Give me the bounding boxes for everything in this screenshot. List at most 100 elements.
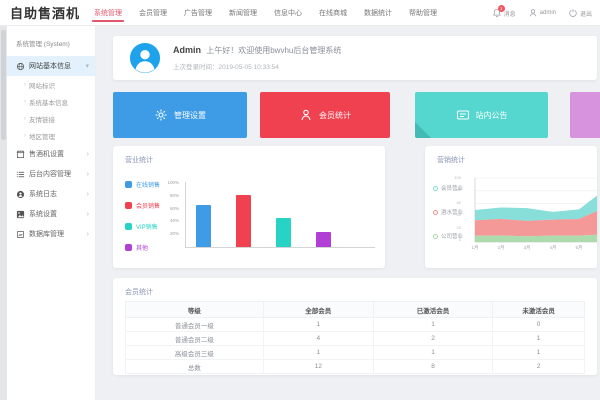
list-icon	[16, 171, 25, 177]
chevron-right-icon: ›	[86, 170, 89, 178]
legend-label: 酒水营业	[441, 210, 464, 216]
area-chart-y-axis: 100 80 60 40 20 0	[445, 175, 461, 242]
sales-bar-chart-panel: 营业统计 在线销售 会员销售 VIP销售 其他 100% 80% 60% 40%…	[113, 146, 385, 268]
legend-marker	[433, 209, 438, 215]
cell-inactive: 1	[492, 345, 585, 360]
bar-chart-legend: 在线销售 会员销售 VIP销售 其他	[125, 180, 160, 252]
quick-action-extra[interactable]	[570, 92, 600, 138]
legend-item[interactable]: VIP销售	[125, 222, 160, 231]
cell-activated: 1	[372, 317, 494, 332]
quick-action-announcement[interactable]: 站内公告	[415, 92, 548, 138]
sidebar-subitem-system-basic[interactable]: › 系统基本信息	[7, 93, 95, 110]
person-icon	[301, 109, 311, 121]
arrow-icon: ›	[24, 115, 26, 122]
legend-label: 公司营业	[441, 234, 464, 240]
legend-item[interactable]: 会员营业	[433, 184, 463, 192]
quick-action-member-stats[interactable]: 会员统计	[260, 92, 390, 138]
top-nav: 系统管理 会员管理 广告管理 新闻管理 信息中心 在线商城 数据统计 帮助管理	[92, 2, 439, 24]
y-tick: 100	[454, 175, 461, 180]
area-chart-legend: 会员营业 酒水营业 公司营业	[433, 184, 463, 240]
bar-chart-bar[interactable]	[275, 218, 291, 247]
last-login: 上次登录时间：2019-05-05 10:33:54	[173, 64, 279, 71]
legend-swatch	[125, 202, 132, 209]
col-header-all-members[interactable]: 全部会员	[262, 301, 374, 318]
user-icon	[529, 9, 536, 17]
table-row[interactable]: 普通会员二级 4 2 1	[125, 331, 585, 346]
sidebar-item-site-info[interactable]: 网站基本信息 ▾	[7, 56, 95, 76]
y-tick: 60	[456, 199, 461, 205]
legend-item[interactable]: 酒水营业	[433, 208, 463, 216]
legend-item[interactable]: 在线销售	[125, 180, 160, 189]
table-row[interactable]: 总数 12 8 2	[125, 359, 585, 374]
welcome-greeting: Admin 上午好！欢迎使用bwvhu后台管理系统	[173, 45, 341, 56]
logout-label: 退出	[579, 11, 592, 18]
legend-item[interactable]: 会员销售	[125, 201, 160, 210]
bar-chart-bar[interactable]	[315, 232, 331, 247]
sidebar-item-database[interactable]: 数据库管理 ›	[7, 224, 95, 244]
col-header-inactive[interactable]: 未激活会员	[492, 301, 585, 318]
scrollbar-thumb[interactable]	[1, 30, 6, 140]
sidebar-item-content[interactable]: 后台内容管理 ›	[7, 164, 95, 184]
header-user-area: 1 消息 admin 退出	[492, 0, 592, 26]
cell-all: 1	[262, 345, 374, 360]
tab-help[interactable]: 帮助管理	[409, 9, 437, 17]
legend-item[interactable]: 公司营业	[433, 232, 463, 240]
sidebar-item-settings[interactable]: 系统设置 ›	[7, 204, 95, 224]
y-tick: 20	[456, 224, 461, 230]
message-badge: 1	[497, 5, 505, 12]
x-tick: 1月	[471, 245, 479, 250]
area-chart-title: 营销统计	[437, 157, 465, 164]
y-tick: 40%	[169, 218, 179, 224]
col-header-level[interactable]: 等级	[125, 301, 264, 318]
tab-info-center[interactable]: 信息中心	[274, 9, 302, 17]
user-circle-icon	[16, 190, 25, 198]
x-tick: 3月	[523, 245, 531, 250]
sidebar-item-logs[interactable]: 系统日志 ›	[7, 184, 95, 204]
sidebar-item-label: 系统设置	[29, 211, 57, 218]
tab-data-stats[interactable]: 数据统计	[364, 9, 392, 17]
x-tick: 5月	[575, 245, 583, 250]
quick-action-settings[interactable]: 管理设置	[113, 92, 247, 138]
sidebar-item-machine-settings[interactable]: 售酒机设置 ›	[7, 144, 95, 164]
member-table-title: 会员统计	[125, 289, 153, 296]
table-header-row: 等级 全部会员 已激活会员 未激活会员	[125, 301, 585, 318]
globe-icon	[16, 62, 25, 70]
top-header: 自助售酒机 系统管理 会员管理 广告管理 新闻管理 信息中心 在线商城 数据统计…	[0, 0, 600, 26]
quick-action-label: 会员统计	[319, 110, 351, 120]
tab-ads[interactable]: 广告管理	[184, 9, 212, 17]
messages-button[interactable]: 1 消息	[492, 5, 516, 18]
legend-swatch	[125, 223, 132, 230]
y-tick: 80%	[169, 192, 179, 198]
gear-icon	[155, 109, 167, 121]
tab-news[interactable]: 新闻管理	[229, 9, 257, 17]
arrow-icon: ›	[24, 81, 26, 88]
tab-online-mall[interactable]: 在线商城	[319, 9, 347, 17]
tab-system[interactable]: 系统管理	[92, 2, 124, 24]
table-row[interactable]: 高级会员三级 1 1 1	[125, 345, 585, 360]
tab-members[interactable]: 会员管理	[139, 9, 167, 17]
y-tick: 40	[456, 212, 461, 218]
legend-item[interactable]: 其他	[125, 243, 160, 252]
logout-button[interactable]: 退出	[568, 8, 592, 18]
welcome-banner: Admin 上午好！欢迎使用bwvhu后台管理系统 上次登录时间：2019-05…	[113, 36, 597, 80]
table-row[interactable]: 普通会员一级 1 1 0	[125, 317, 585, 332]
y-tick: 60%	[169, 205, 179, 211]
bar-chart-bar[interactable]	[195, 205, 211, 247]
sidebar-subitem-links[interactable]: › 友情链接	[7, 110, 95, 127]
subitem-label: 系统基本信息	[29, 99, 68, 107]
legend-marker	[433, 233, 438, 239]
quick-action-label: 管理设置	[174, 110, 206, 120]
sidebar-subitem-site-id[interactable]: › 网站标识	[7, 76, 95, 93]
sidebar: 系统管理 (System) 网站基本信息 ▾ › 网站标识 › 系统基本信息 ›…	[7, 26, 96, 400]
sidebar-scrollbar[interactable]	[0, 26, 7, 400]
sidebar-subitem-region[interactable]: › 地区管理	[7, 127, 95, 144]
col-header-activated[interactable]: 已激活会员	[372, 301, 494, 318]
user-menu[interactable]: admin	[528, 8, 556, 18]
sidebar-item-label: 网站基本信息	[29, 63, 71, 70]
subitem-label: 地区管理	[29, 133, 55, 141]
bar-chart-bar[interactable]	[235, 195, 251, 247]
area-chart-x-axis: 1月 2月 3月 4月 5月 6月	[462, 245, 597, 251]
chevron-right-icon: ›	[86, 190, 89, 198]
legend-label: 会员销售	[136, 204, 161, 210]
